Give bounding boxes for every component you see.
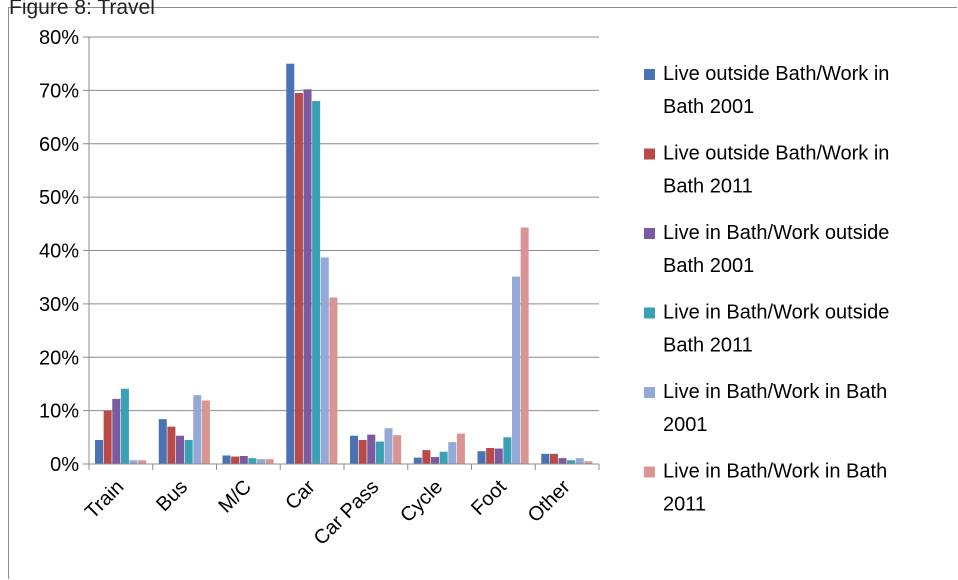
bar [329, 297, 338, 464]
bar [158, 419, 167, 464]
bar [103, 410, 112, 465]
legend-swatch [644, 148, 655, 160]
x-category-label: Bus [152, 476, 192, 516]
bar [294, 93, 303, 464]
bar [239, 455, 248, 464]
bar [477, 451, 486, 464]
legend-label: Live outside Bath/Work in [663, 63, 889, 85]
bar [320, 257, 329, 464]
bar [584, 461, 593, 464]
bar [350, 435, 359, 464]
legend-label: Bath 2011 [663, 176, 753, 198]
x-category-label: Cycle [396, 476, 447, 527]
bar [549, 453, 558, 464]
legend-swatch [644, 307, 655, 319]
bar [184, 439, 193, 464]
bar [257, 459, 266, 464]
bar [439, 451, 448, 464]
y-tick-label: 30% [39, 294, 79, 316]
bar [312, 101, 321, 465]
bar [413, 457, 422, 464]
bar [176, 435, 185, 464]
bar [95, 439, 104, 464]
y-tick-label: 40% [39, 241, 79, 263]
bar [248, 458, 257, 464]
y-tick-label: 70% [39, 80, 79, 102]
y-axis-ticks: 0% 10% 20% 30% 40% 50% 60% 70% 80% [39, 27, 89, 476]
y-tick-label: 10% [39, 401, 79, 423]
y-tick-label: 0% [50, 454, 79, 476]
legend: Live outside Bath/Work in Bath 2001 Live o… [644, 63, 889, 516]
bar [567, 460, 576, 464]
bar [486, 447, 495, 464]
y-tick-label: 20% [39, 347, 79, 369]
bar [201, 400, 210, 464]
bar [120, 388, 129, 464]
legend-swatch [644, 466, 655, 478]
bar [558, 458, 567, 464]
legend-label: Live in Bath/Work outside [663, 222, 889, 244]
y-tick-label: 60% [39, 134, 79, 156]
bar [456, 433, 465, 464]
legend-swatch [644, 387, 655, 398]
bar [286, 63, 295, 464]
bar [358, 439, 367, 464]
bar [193, 395, 202, 464]
bar [431, 457, 440, 464]
bar [422, 450, 431, 464]
legend-label: Bath 2011 [663, 335, 753, 357]
legend-label: Live outside Bath/Work in [663, 143, 889, 165]
legend-label: 2011 [663, 494, 706, 516]
y-tick-label: 50% [39, 187, 79, 209]
legend-label: Bath 2001 [663, 255, 754, 277]
bar [494, 448, 503, 464]
bar [448, 442, 457, 464]
x-category-label: Car [281, 476, 320, 515]
legend-swatch [644, 228, 655, 239]
legend-label: Live in Bath/Work outside [663, 302, 889, 324]
bar [393, 435, 402, 464]
legend-label: Bath 2001 [663, 96, 754, 118]
legend-label: Live in Bath/Work in Bath [663, 381, 887, 403]
x-category-label: Other [524, 476, 575, 527]
bar [112, 398, 121, 464]
chart-title-clipped: Figure 8: Travel [9, 0, 155, 19]
bar [367, 434, 376, 464]
legend-label: 2001 [663, 414, 708, 436]
bar [222, 455, 231, 464]
legend-swatch [644, 69, 655, 80]
x-category-label: Car Pass [310, 476, 384, 550]
bar [503, 437, 512, 464]
y-tick-label: 80% [39, 27, 79, 49]
legend-label: Live in Bath/Work in Bath [663, 461, 887, 483]
bar [512, 276, 521, 464]
bar [167, 426, 176, 464]
bar [129, 460, 138, 464]
bar [384, 428, 393, 464]
bars [95, 63, 593, 465]
x-category-label: M/C [214, 476, 255, 517]
bar [375, 441, 384, 464]
bar [303, 89, 312, 464]
bar [541, 453, 550, 464]
bar [231, 456, 240, 464]
chart-frame: Figure 8: Travel [8, 0, 957, 579]
bar [575, 458, 584, 464]
bar [265, 459, 274, 464]
bar [520, 227, 529, 464]
x-category-label: Foot [467, 476, 511, 520]
bar [138, 460, 147, 464]
x-category-label: Train [81, 476, 128, 523]
